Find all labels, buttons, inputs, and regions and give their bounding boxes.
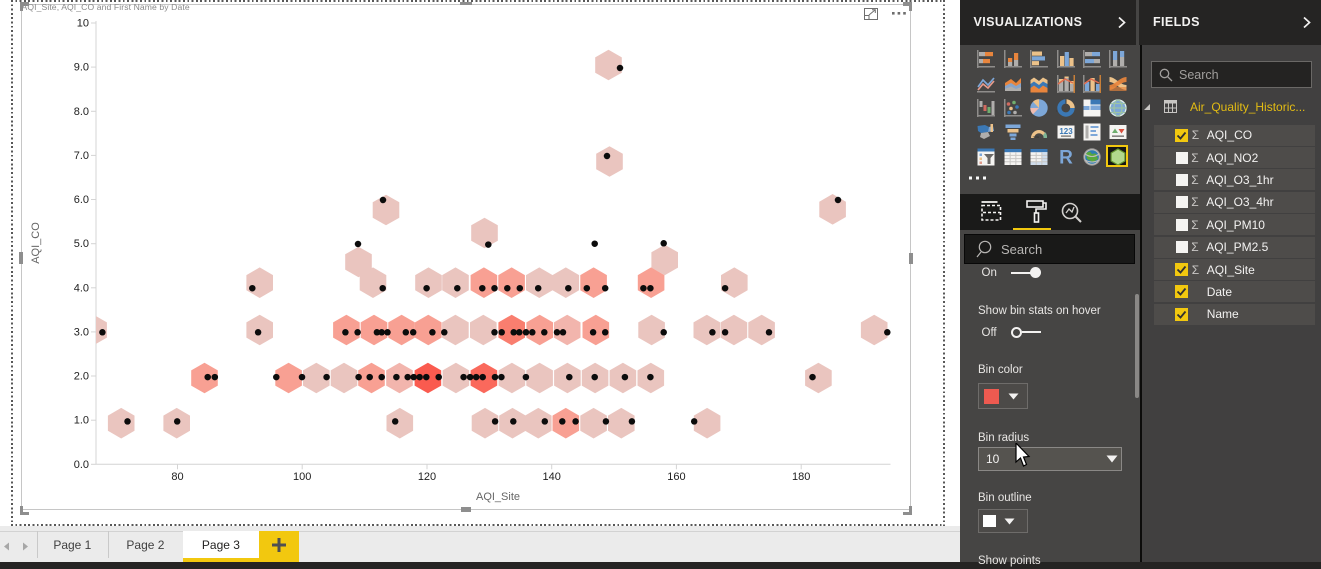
svg-text:160: 160 [667,471,685,483]
svg-text:123: 123 [1059,128,1073,137]
svg-text:0.0: 0.0 [74,459,89,471]
svg-text:8.0: 8.0 [74,106,89,118]
svg-text:3.0: 3.0 [74,326,89,338]
svg-text:5.0: 5.0 [74,238,89,250]
svg-text:R: R [1059,147,1073,167]
svg-text:120: 120 [418,471,436,483]
svg-text:100: 100 [293,471,311,483]
svg-text:10: 10 [77,18,89,30]
svg-text:1.0: 1.0 [74,415,89,427]
svg-text:7.0: 7.0 [74,150,89,162]
svg-text:4.0: 4.0 [74,282,89,294]
svg-text:9.0: 9.0 [74,62,89,74]
svg-text:2.0: 2.0 [74,371,89,383]
svg-text:140: 140 [543,471,561,483]
svg-text:180: 180 [792,471,810,483]
svg-text:AQI_Site: AQI_Site [476,491,520,503]
svg-text:AQI_CO: AQI_CO [30,222,42,264]
svg-text:6.0: 6.0 [74,194,89,206]
svg-text:80: 80 [171,471,183,483]
